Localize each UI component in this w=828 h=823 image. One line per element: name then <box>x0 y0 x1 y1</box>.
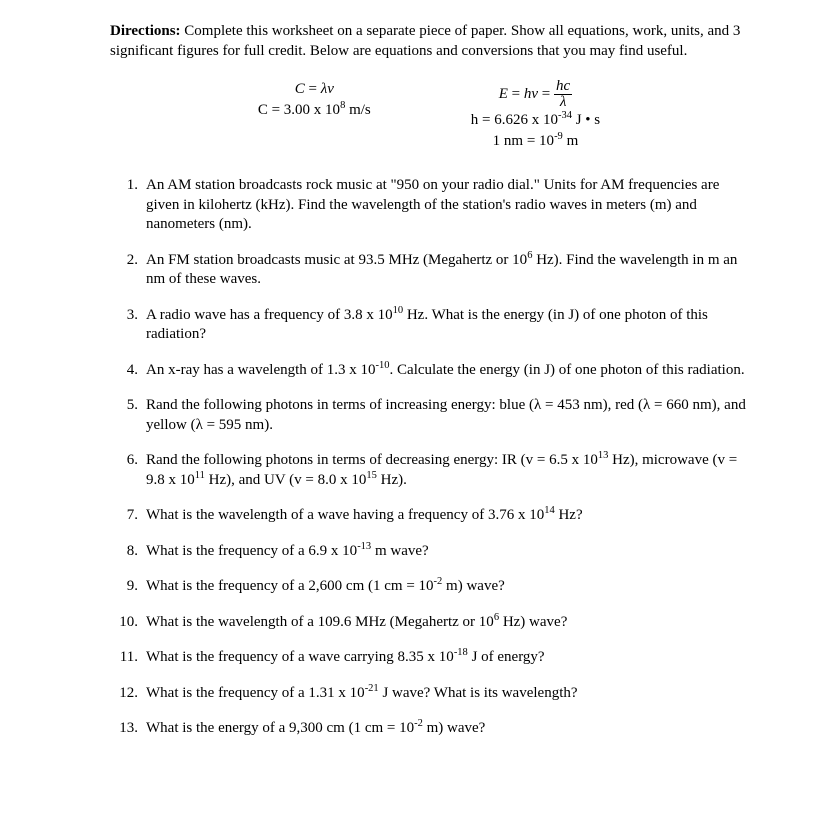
question-item: 4.An x-ray has a wavelength of 1.3 x 10-… <box>110 361 748 381</box>
equations-left-col: C = λv C = 3.00 x 108 m/s <box>258 79 371 152</box>
question-text: What is the wavelength of a 109.6 MHz (M… <box>146 613 748 633</box>
question-text: What is the frequency of a 6.9 x 10-13 m… <box>146 542 748 562</box>
equations-block: C = λv C = 3.00 x 108 m/s E = hv = hcλ h… <box>110 79 748 152</box>
questions-list: 1.An AM station broadcasts rock music at… <box>110 176 748 739</box>
question-number: 1. <box>110 176 146 235</box>
question-item: 2.An FM station broadcasts music at 93.5… <box>110 251 748 290</box>
question-number: 11. <box>110 648 146 668</box>
question-item: 12.What is the frequency of a 1.31 x 10-… <box>110 684 748 704</box>
question-text: What is the energy of a 9,300 cm (1 cm =… <box>146 719 748 739</box>
question-text: An AM station broadcasts rock music at "… <box>146 176 748 235</box>
worksheet-page: Directions: Complete this worksheet on a… <box>0 0 828 795</box>
eq-h-value: h = 6.626 x 10-34 J • s <box>471 110 600 131</box>
directions-label: Directions: <box>110 23 181 39</box>
question-text: Rand the following photons in terms of d… <box>146 451 748 490</box>
eq-e-hv: E = hv = hcλ <box>471 79 600 110</box>
directions-block: Directions: Complete this worksheet on a… <box>110 22 748 61</box>
question-item: 1.An AM station broadcasts rock music at… <box>110 176 748 235</box>
question-number: 10. <box>110 613 146 633</box>
question-number: 9. <box>110 577 146 597</box>
question-number: 7. <box>110 506 146 526</box>
question-item: 8.What is the frequency of a 6.9 x 10-13… <box>110 542 748 562</box>
question-item: 9.What is the frequency of a 2,600 cm (1… <box>110 577 748 597</box>
eq-c-value: C = 3.00 x 108 m/s <box>258 100 371 121</box>
question-number: 4. <box>110 361 146 381</box>
question-number: 13. <box>110 719 146 739</box>
question-number: 3. <box>110 306 146 345</box>
question-item: 13.What is the energy of a 9,300 cm (1 c… <box>110 719 748 739</box>
question-item: 11.What is the frequency of a wave carry… <box>110 648 748 668</box>
question-number: 12. <box>110 684 146 704</box>
question-item: 5.Rand the following photons in terms of… <box>110 396 748 435</box>
question-text: Rand the following photons in terms of i… <box>146 396 748 435</box>
question-text: What is the frequency of a 2,600 cm (1 c… <box>146 577 748 597</box>
question-text: An FM station broadcasts music at 93.5 M… <box>146 251 748 290</box>
question-item: 10.What is the wavelength of a 109.6 MHz… <box>110 613 748 633</box>
question-item: 7.What is the wavelength of a wave havin… <box>110 506 748 526</box>
directions-text: Complete this worksheet on a separate pi… <box>110 23 740 59</box>
question-text: An x-ray has a wavelength of 1.3 x 10-10… <box>146 361 748 381</box>
question-text: What is the frequency of a 1.31 x 10-21 … <box>146 684 748 704</box>
question-number: 8. <box>110 542 146 562</box>
question-item: 3.A radio wave has a frequency of 3.8 x … <box>110 306 748 345</box>
question-number: 5. <box>110 396 146 435</box>
eq-c-lambda-v: C = λv <box>258 79 371 100</box>
equations-right-col: E = hv = hcλ h = 6.626 x 10-34 J • s 1 n… <box>471 79 600 152</box>
question-item: 6.Rand the following photons in terms of… <box>110 451 748 490</box>
eq-nm-value: 1 nm = 10-9 m <box>471 131 600 152</box>
question-text: What is the wavelength of a wave having … <box>146 506 748 526</box>
question-number: 2. <box>110 251 146 290</box>
question-text: A radio wave has a frequency of 3.8 x 10… <box>146 306 748 345</box>
question-number: 6. <box>110 451 146 490</box>
question-text: What is the frequency of a wave carrying… <box>146 648 748 668</box>
